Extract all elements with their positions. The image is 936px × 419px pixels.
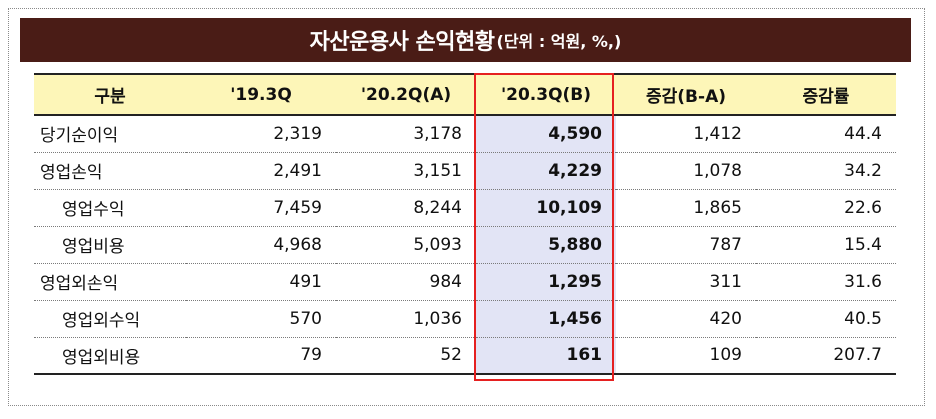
header-20-2q: '20.2Q(A) [336, 73, 476, 116]
row-value: 15.4 [756, 226, 896, 264]
row-value: 984 [336, 263, 476, 301]
header-change: 증감(B-A) [616, 73, 756, 116]
row-value: 8,244 [336, 189, 476, 227]
row-value: 22.6 [756, 189, 896, 227]
row-value: 5,093 [336, 226, 476, 264]
row-value: 161 [476, 337, 616, 375]
row-value: 2,319 [186, 115, 336, 153]
table-title: 자산운용사 손익현황 [309, 30, 495, 55]
row-value: 79 [186, 337, 336, 375]
row-value: 1,078 [616, 152, 756, 190]
profit-loss-table: 구분 '19.3Q '20.2Q(A) '20.3Q(B) 증감(B-A) 증감… [34, 73, 896, 375]
table-row: 영업외손익 491 984 1,295 311 31.6 [34, 263, 896, 301]
table-row: 영업손익 2,491 3,151 4,229 1,078 34.2 [34, 152, 896, 190]
table-row: 당기순이익 2,319 3,178 4,590 1,412 44.4 [34, 115, 896, 153]
row-value: 7,459 [186, 189, 336, 227]
table-row: 영업외비용 79 52 161 109 207.7 [34, 337, 896, 375]
row-label: 당기순이익 [34, 115, 186, 153]
row-label: 영업외수익 [34, 300, 186, 338]
header-20-3q: '20.3Q(B) [476, 73, 616, 116]
row-value: 1,412 [616, 115, 756, 153]
row-value: 31.6 [756, 263, 896, 301]
table-title-bar: 자산운용사 손익현황 (단위 : 억원, %,) [20, 18, 911, 62]
row-value: 40.5 [756, 300, 896, 338]
header-19-3q: '19.3Q [186, 73, 336, 116]
table-header-row: 구분 '19.3Q '20.2Q(A) '20.3Q(B) 증감(B-A) 증감… [34, 73, 896, 116]
row-value: 4,968 [186, 226, 336, 264]
row-value: 4,229 [476, 152, 616, 190]
row-value: 1,865 [616, 189, 756, 227]
row-value: 3,178 [336, 115, 476, 153]
row-label: 영업외비용 [34, 337, 186, 375]
row-value: 1,036 [336, 300, 476, 338]
row-value: 570 [186, 300, 336, 338]
row-label: 영업손익 [34, 152, 186, 190]
row-value: 420 [616, 300, 756, 338]
row-value: 1,456 [476, 300, 616, 338]
table-row: 영업비용 4,968 5,093 5,880 787 15.4 [34, 226, 896, 264]
table-unit-note: (단위 : 억원, %,) [496, 32, 622, 51]
row-label: 영업비용 [34, 226, 186, 264]
table-row: 영업외수익 570 1,036 1,456 420 40.5 [34, 300, 896, 338]
header-change-rate: 증감률 [756, 73, 896, 116]
row-value: 52 [336, 337, 476, 375]
row-value: 34.2 [756, 152, 896, 190]
row-value: 44.4 [756, 115, 896, 153]
row-value: 4,590 [476, 115, 616, 153]
row-value: 5,880 [476, 226, 616, 264]
row-value: 3,151 [336, 152, 476, 190]
row-value: 491 [186, 263, 336, 301]
row-label: 영업수익 [34, 189, 186, 227]
row-label: 영업외손익 [34, 263, 186, 301]
document-frame [8, 8, 925, 406]
row-value: 10,109 [476, 189, 616, 227]
table-row: 영업수익 7,459 8,244 10,109 1,865 22.6 [34, 189, 896, 227]
row-value: 1,295 [476, 263, 616, 301]
row-value: 207.7 [756, 337, 896, 375]
row-value: 311 [616, 263, 756, 301]
row-value: 2,491 [186, 152, 336, 190]
header-category: 구분 [34, 73, 186, 116]
row-value: 109 [616, 337, 756, 375]
row-value: 787 [616, 226, 756, 264]
